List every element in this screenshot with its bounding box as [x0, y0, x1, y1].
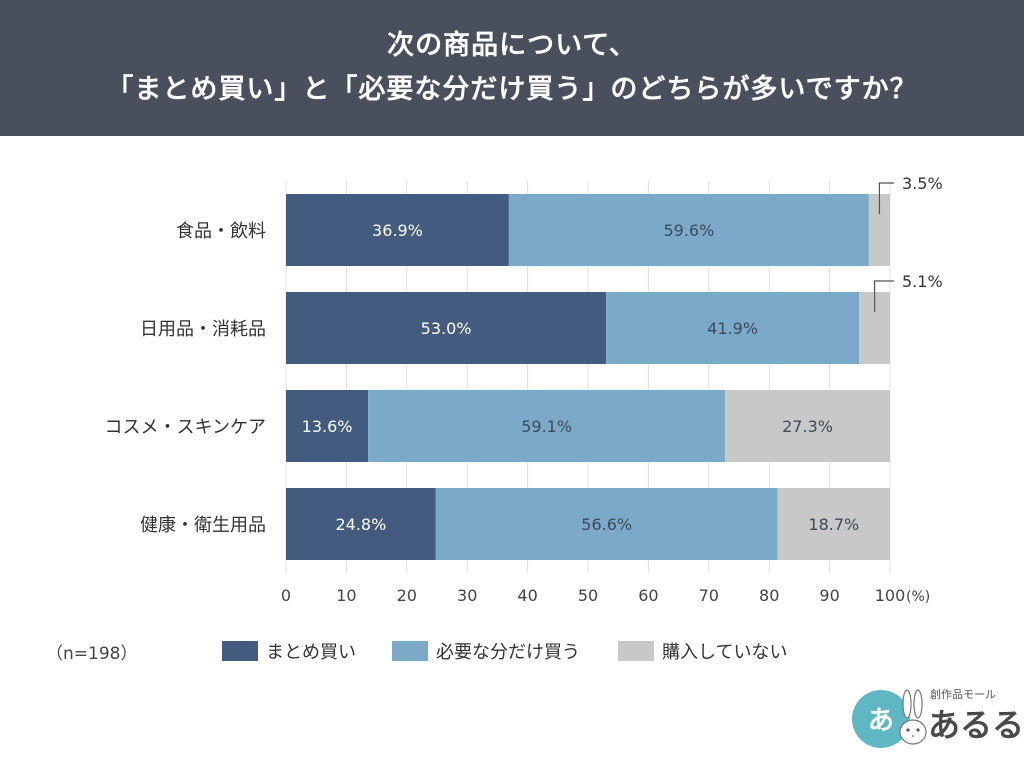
data-label-0-0: 36.9% — [372, 221, 423, 240]
logo-subtitle: 創作品モール — [930, 688, 996, 701]
x-tick-label-40: 40 — [517, 586, 537, 605]
data-label-3-0: 24.8% — [335, 515, 386, 534]
legend-swatch-buy-as-needed — [392, 641, 428, 661]
bar-2-0 — [286, 390, 369, 462]
logo-wordmark: あるる — [928, 706, 1024, 744]
bar-2-2 — [725, 390, 890, 462]
legend-item-not-purchased: 購入していない — [618, 636, 787, 666]
data-label-2-1: 59.1% — [521, 417, 572, 436]
data-label-0-2: 3.5% — [902, 174, 943, 193]
x-tick-label-70: 70 — [699, 586, 719, 605]
category-label-3: 健康・衛生用品 — [140, 515, 266, 536]
legend-label-not-purchased: 購入していない — [662, 642, 788, 663]
stacked-bar-chart: 36.9% 59.6% 3.5% 食品・飲料 53.0% 41.9% 5.1% 日用品・消耗品… — [105, 174, 943, 605]
x-tick-label-80: 80 — [759, 586, 779, 605]
sample-size-note: （n=198） — [46, 644, 138, 664]
legend-swatch-bulk-buy — [222, 641, 258, 661]
chart-title-line-2: 「まとめ買い」と「必要な分だけ買う」のどちらが多いですか？ — [106, 74, 918, 105]
x-tick-label-100: 100 — [875, 586, 906, 605]
x-tick-label-30: 30 — [457, 586, 477, 605]
logo-circle-text: あ — [867, 706, 894, 736]
data-label-1-0: 53.0% — [421, 319, 472, 338]
category-label-0: 食品・飲料 — [176, 221, 266, 242]
bar-1-1 — [606, 292, 860, 364]
bar-0-2 — [868, 194, 890, 266]
callout-line-0 — [878, 182, 894, 214]
bar-1-0 — [286, 292, 607, 364]
legend-item-bulk-buy: まとめ買い — [222, 636, 356, 666]
brand-logo: あ 創作品モール あるる — [846, 686, 1024, 756]
category-label-1: 日用品・消耗品 — [140, 319, 266, 340]
data-label-3-1: 56.6% — [581, 515, 632, 534]
bar-3-2 — [777, 488, 890, 560]
data-label-1-2: 5.1% — [902, 272, 943, 291]
data-label-2-2: 27.3% — [782, 417, 833, 436]
chart-header: 次の商品について、 「まとめ買い」と「必要な分だけ買う」のどちらが多いですか？ — [0, 0, 1024, 136]
legend-item-buy-as-needed: 必要な分だけ買う — [392, 636, 580, 666]
x-tick-label-20: 20 — [397, 586, 417, 605]
rabbit-icon — [899, 689, 927, 745]
data-label-2-0: 13.6% — [302, 417, 353, 436]
legend-swatch-not-purchased — [618, 641, 654, 661]
data-label-3-2: 18.7% — [808, 515, 859, 534]
bar-0-0 — [286, 194, 509, 266]
bar-3-0 — [286, 488, 436, 560]
x-tick-label-10: 10 — [336, 586, 356, 605]
x-tick-label-0: 0 — [281, 586, 291, 605]
category-label-2: コスメ・スキンケア — [105, 417, 266, 438]
data-label-0-1: 59.6% — [663, 221, 714, 240]
x-tick-label-90: 90 — [819, 586, 839, 605]
legend: （n=198） まとめ買い 必要な分だけ買う 購入していない — [0, 636, 1024, 666]
logo-circle — [852, 690, 910, 748]
x-tick-label-60: 60 — [638, 586, 658, 605]
callout-line-1 — [873, 280, 894, 312]
x-axis-unit: (%) — [906, 589, 930, 605]
data-label-1-1: 41.9% — [707, 319, 758, 338]
legend-label-buy-as-needed: 必要な分だけ買う — [436, 642, 580, 663]
bar-2-1 — [368, 390, 726, 462]
x-tick-label-50: 50 — [578, 586, 598, 605]
legend-label-bulk-buy: まとめ買い — [266, 642, 356, 663]
bar-3-1 — [435, 488, 778, 560]
chart-title-line-1: 次の商品について、 — [387, 30, 637, 61]
bar-0-1 — [508, 194, 869, 266]
